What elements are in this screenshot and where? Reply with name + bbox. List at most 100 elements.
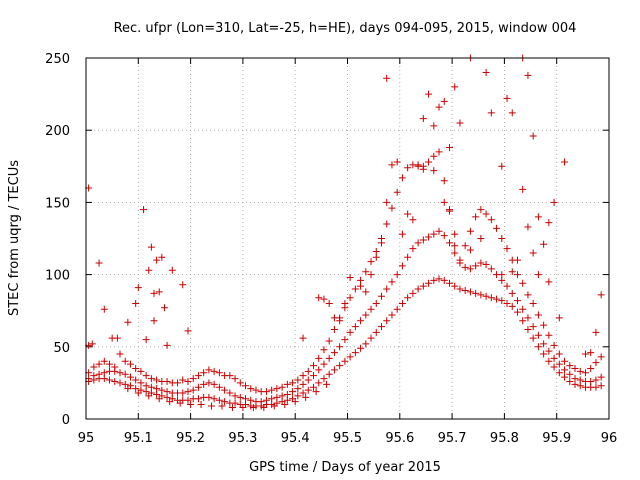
data-point [260,403,268,411]
data-point [121,370,129,378]
data-point [435,275,443,283]
data-point [126,373,134,381]
data-point [529,334,537,342]
data-point [315,294,323,302]
data-point [137,367,145,375]
data-point [414,285,422,293]
data-point [150,289,158,297]
data-point [545,331,553,339]
data-point [283,396,291,404]
data-point [456,285,464,293]
data-point [440,198,448,206]
data-point [524,325,532,333]
data-point [132,299,140,307]
data-point [388,311,396,319]
data-point [503,299,511,307]
data-point [325,354,333,362]
data-point [581,350,589,358]
data-point [430,122,438,130]
x-tick-label: 95.8 [490,431,519,446]
x-tick-label: 95.7 [438,431,467,446]
data-point [393,188,401,196]
data-point [273,385,281,393]
data-point [351,285,359,293]
data-point [576,367,584,375]
data-point [383,220,391,228]
data-point [545,347,553,355]
data-point [367,334,375,342]
data-point [508,289,516,297]
x-tick-label: 95.5 [333,431,362,446]
data-point [398,174,406,182]
data-point [252,386,260,394]
data-point [445,207,453,215]
data-point [566,362,574,370]
data-point [95,259,103,267]
data-point [100,357,108,365]
data-point [325,337,333,345]
data-point [221,386,229,394]
data-point [336,343,344,351]
x-tick-label: 96 [601,431,618,446]
data-point [302,393,310,401]
data-point [404,253,412,261]
data-point [451,282,459,290]
data-point [383,198,391,206]
data-point [377,323,385,331]
data-point [155,395,163,403]
y-tick-label: 200 [45,124,70,139]
data-point [176,399,184,407]
plot-frame [85,57,610,420]
data-point [388,278,396,286]
data-point [189,375,197,383]
data-point [540,240,548,248]
data-point [262,388,270,396]
data-point [597,382,605,390]
data-point [142,372,150,380]
data-point [291,398,299,406]
data-point [597,353,605,361]
data-point [299,389,307,397]
data-point [540,340,548,348]
data-point [362,268,370,276]
data-point [451,242,459,250]
data-point [351,323,359,331]
data-point [466,265,474,273]
data-point [487,294,495,302]
data-point [304,386,312,394]
data-point [493,224,501,232]
data-point [461,263,469,271]
data-point [440,276,448,284]
data-point [534,311,542,319]
data-point [215,369,223,377]
data-point [113,334,121,342]
data-point [346,328,354,336]
data-point [435,227,443,235]
data-point [362,288,370,296]
data-point [466,246,474,254]
data-point [106,376,114,384]
data-point [451,249,459,257]
data-point [393,158,401,166]
data-point [508,268,516,276]
data-point [320,346,328,354]
y-tick-label: 150 [45,196,70,211]
data-point [304,376,312,384]
data-point [377,292,385,300]
data-point [513,308,521,316]
data-point [142,336,150,344]
data-point [597,373,605,381]
data-point [430,152,438,160]
data-point [508,302,516,310]
x-tick-label: 95.6 [385,431,414,446]
data-point [545,357,553,365]
data-point [281,401,289,409]
data-point [194,395,202,403]
data-point [310,383,318,391]
data-point [336,317,344,325]
data-point [487,109,495,117]
data-point [200,380,208,388]
data-point [315,379,323,387]
